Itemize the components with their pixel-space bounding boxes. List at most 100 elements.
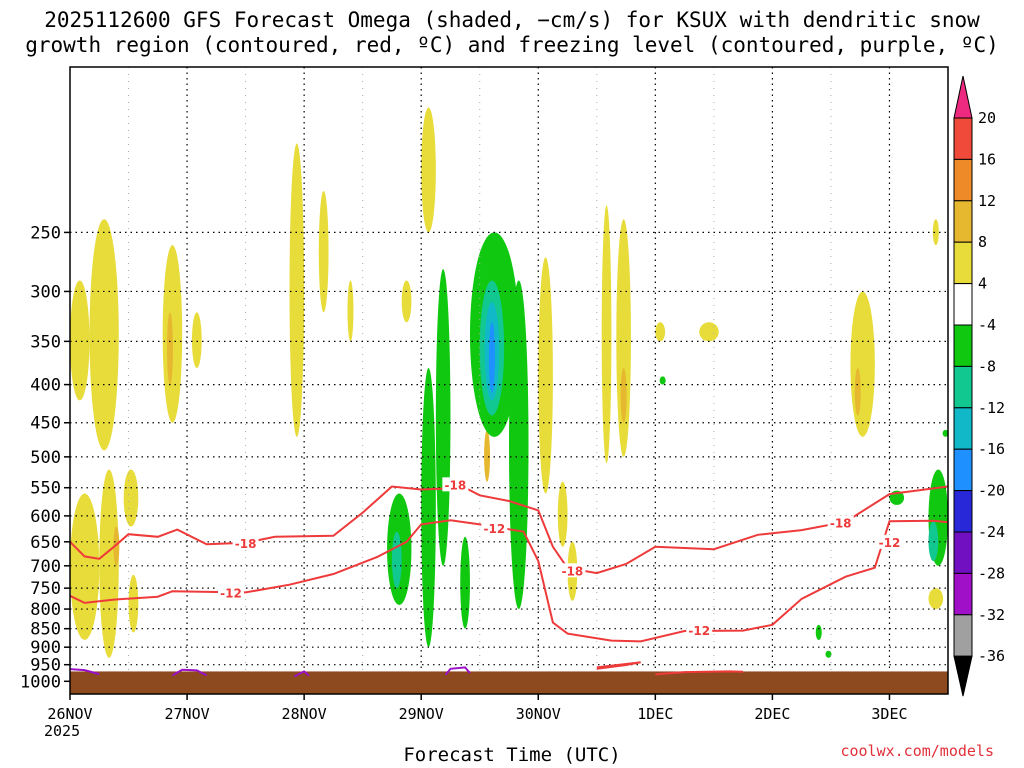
contour-label-bg [442,477,469,492]
omega-region-3 [99,469,119,658]
omega-region-36 [488,322,495,393]
omega-region-10 [289,143,305,437]
colorbar-label-16: 16 [978,150,996,168]
colorbar-swatch-10 [953,531,973,574]
omega-region-20 [616,219,631,457]
omega-region-12 [347,280,354,342]
omega-region-5 [123,469,139,527]
dgz-contour-1 [69,519,949,643]
omega-region-30 [421,367,436,648]
chart-title-line-2: growth region (contoured, red, ºC) and f… [25,33,999,57]
omega-region-32 [460,536,470,629]
freezing-level-contour-5 [171,668,208,677]
ground-surface [70,671,948,694]
colorbar-label--4: -4 [978,316,996,334]
omega-region-25 [854,367,861,416]
y-tick-label-500: 500 [30,448,61,468]
y-tick-label-1000: 1000 [20,672,61,692]
omega-region-6 [128,574,139,633]
x-axis-year-label: 2025 [44,722,81,740]
colorbar-swatch-0 [953,117,973,160]
contour-label-bg [217,585,244,600]
contour-label-bg [481,521,508,536]
contour-label--18: -18 [445,478,467,492]
contour-label--12: -12 [688,624,710,638]
colorbar-label--8: -8 [978,357,996,375]
omega-region-31 [435,269,451,566]
omega-region-11 [318,191,329,313]
colorbar-swatch-5 [953,324,973,367]
contour-label-bg [686,622,713,637]
contour-label--18: -18 [562,564,584,578]
colorbar-label--24: -24 [978,523,1005,541]
omega-region-27 [928,588,944,610]
contour-label-bg [232,535,259,550]
plot-frame [69,66,949,695]
contour-label--18: -18 [830,516,852,530]
y-tick-label-650: 650 [30,533,61,553]
colorbar-label-12: 12 [978,192,996,210]
x-tick-label-28NOV: 28NOV [282,705,327,723]
colorbar: 20 16 12 8 4 -4 -8 -12 -16 -20 -24 -28 -32 -36 [953,75,1005,697]
colorbar-swatch-1 [953,158,973,202]
y-tick-label-450: 450 [30,414,61,434]
x-tick-label-3DEC: 3DEC [871,705,907,723]
credit-link[interactable]: coolwx.com/models [840,742,994,760]
omega-region-23 [699,322,719,342]
omega-region-1 [89,219,119,451]
y-tick-label-800: 800 [30,600,61,620]
x-tick-label-2DEC: 2DEC [754,705,790,723]
omega-region-24 [850,291,875,437]
omega-region-43 [928,521,939,562]
freezing-level-contour-4 [69,668,100,676]
omega-region-9 [191,312,202,368]
contour-label-bg [827,515,854,530]
y-tick-label-750: 750 [30,579,61,599]
contour-label-bg [876,534,903,549]
colorbar-label--12: -12 [978,399,1005,417]
contour-label-bg [559,563,586,578]
colorbar-swatch-8 [953,448,973,492]
colorbar-swatch-4 [953,283,973,326]
contour-label--18: -18 [235,537,257,551]
colorbar-swatch-7 [953,407,973,450]
colorbar-label--20: -20 [978,482,1005,500]
omega-region-13 [401,280,412,323]
x-axis-title: Forecast Time (UTC) [403,744,621,766]
colorbar-swatch-12 [953,614,973,657]
colorbar-label--36: -36 [978,647,1005,665]
plot-border [69,66,949,695]
contour-label--12: -12 [220,586,242,600]
x-tick-label-26NOV: 26NOV [47,705,92,723]
contour-label--12: -12 [484,522,506,536]
freezing-level-contour-7 [444,666,471,676]
y-tick-label-350: 350 [30,332,61,352]
omega-region-26 [932,219,939,246]
omega-region-21 [620,367,627,423]
omega-region-22 [655,322,666,342]
omega-region-0 [70,280,90,401]
colorbar-label-8: 8 [978,233,987,251]
colorbar-swatch-9 [953,490,973,533]
omega-region-2 [70,493,100,640]
ground-layer [70,671,948,694]
y-tick-label-850: 850 [30,620,61,640]
colorbar-label--28: -28 [978,564,1005,582]
dgz-contour-2 [596,661,641,670]
colorbar-bottom-arrow [953,655,973,697]
y-tick-label-250: 250 [30,223,61,243]
omega-region-4 [113,526,120,566]
colorbar-label--32: -32 [978,606,1005,624]
colorbar-swatch-6 [953,365,973,409]
y-tick-label-900: 900 [30,638,61,658]
y-tick-label-300: 300 [30,282,61,302]
freezing-level-contour-6 [293,670,310,678]
x-axis-ticks: 26NOV 27NOV 28NOV 29NOV 30NOV 1DEC 2DEC 3DEC [47,694,908,723]
colorbar-swatch-2 [953,200,973,243]
y-tick-label-400: 400 [30,376,61,396]
omega-region-29 [391,531,402,589]
y-tick-label-550: 550 [30,479,61,499]
colorbar-label-4: 4 [978,275,987,293]
x-tick-label-1DEC: 1DEC [637,705,673,723]
